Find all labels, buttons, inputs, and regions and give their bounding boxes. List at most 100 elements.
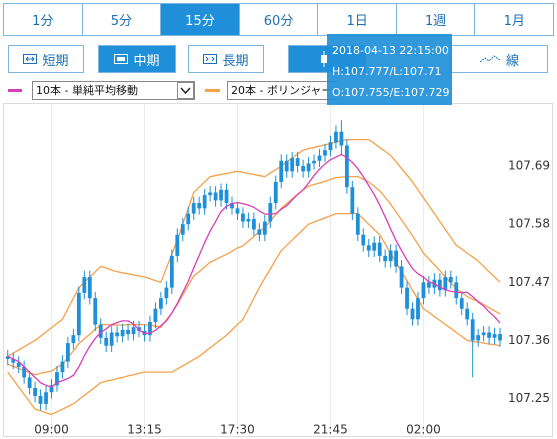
legend-label: 20本 - ボリンジャーバ (231, 84, 337, 97)
candle-body (66, 343, 70, 362)
candle-body (175, 234, 180, 256)
candle-body (49, 385, 54, 393)
candle-body (71, 335, 76, 344)
candle-body (339, 131, 344, 146)
candle-body (492, 334, 497, 338)
candle-body (115, 332, 120, 337)
candle-body (120, 329, 125, 337)
icon (479, 55, 501, 63)
candle-body (262, 221, 267, 235)
icon (203, 54, 218, 64)
candle-body (38, 395, 43, 404)
candle-body (399, 266, 404, 288)
candle-body (197, 203, 202, 209)
tooltip-high-low: H:107.777/L:107.71 (332, 65, 442, 78)
candle-body (295, 158, 300, 167)
y-tick-label: 107.47 (508, 275, 550, 289)
indicator-select[interactable]: 20本 - ボリンジャーバ (227, 81, 337, 100)
tab[interactable]: 1日 (318, 4, 397, 35)
candle-body (421, 282, 426, 299)
candle-body (164, 287, 169, 299)
candle-body (279, 160, 284, 182)
y-tick-label: 107.58 (508, 217, 550, 231)
term-button[interactable]: 中期 (98, 45, 176, 73)
candle-body (405, 287, 409, 309)
candle-body (290, 158, 295, 172)
candle-body (427, 282, 431, 288)
term-label: 長期 (222, 53, 249, 69)
tooltip-open-end: O:107.755/E:107.729 (332, 86, 450, 99)
candle-body (104, 337, 109, 346)
candle-body (312, 160, 316, 164)
candle-body (27, 377, 32, 389)
candle-body (416, 298, 420, 320)
candle-body (230, 203, 234, 209)
y-tick-label: 107.25 (508, 391, 550, 405)
chart-frame (3, 103, 553, 437)
timeframe-tabs: 1分 5分 15分 60分 1日 1週 1月 (3, 3, 554, 36)
tab[interactable]: 60分 (239, 4, 319, 35)
candle-body (131, 327, 136, 335)
candle-body (224, 189, 229, 204)
candle-body (246, 218, 251, 222)
candle-body (93, 298, 98, 325)
candle-body (448, 277, 453, 283)
x-tick-label: 09:00 (34, 423, 69, 437)
candle-body (284, 160, 289, 172)
candle-body (476, 335, 481, 341)
tab[interactable]: 1分 (4, 4, 83, 35)
candle-body (361, 234, 366, 246)
candle-body (323, 150, 327, 156)
candle-body (5, 356, 10, 359)
candle-body (268, 203, 273, 222)
candle-body (377, 242, 382, 256)
candle-body (208, 192, 213, 196)
line-button[interactable]: 線 (450, 45, 548, 73)
candle-body (126, 329, 130, 335)
candle-body (158, 298, 163, 309)
term-label: 中期 (133, 53, 160, 69)
candle-body (44, 392, 48, 404)
candle-body (317, 155, 322, 161)
candle-body (16, 362, 21, 367)
candle-body (11, 358, 16, 363)
select-arrow (177, 82, 194, 99)
tab[interactable]: 1月 (475, 4, 554, 35)
candle-body (437, 279, 442, 291)
x-tick-label: 17:30 (220, 423, 255, 437)
tab[interactable]: 5分 (82, 4, 162, 35)
x-tick-label: 21:45 (313, 423, 348, 437)
candle-body (350, 187, 355, 214)
term-button[interactable]: 長期 (188, 45, 264, 73)
candle-body (366, 245, 371, 251)
candle-body (33, 388, 37, 396)
candle-body (186, 213, 191, 225)
candle-body (22, 366, 27, 378)
candle-body (454, 282, 459, 299)
indicator-select[interactable]: 10本 - 単純平均移動 (32, 81, 195, 100)
tab[interactable]: 15分 (161, 4, 240, 35)
legend-swatch (8, 89, 22, 92)
candle-body (82, 277, 87, 293)
tooltip: 2018-04-13 22:15:00 H:107.777/L:107.71 O… (327, 34, 452, 105)
bollinger-middle (7, 175, 501, 376)
candle-body (251, 218, 256, 230)
term-label: 短期 (42, 53, 69, 69)
term-button[interactable]: 短期 (8, 45, 84, 73)
candle-body (76, 292, 81, 336)
tab[interactable]: 1週 (396, 4, 476, 35)
candle-body (148, 321, 152, 336)
candle-body (459, 298, 464, 309)
candle-body (180, 224, 185, 235)
candle-body (355, 213, 360, 235)
legend-swatch (205, 89, 220, 92)
y-tick-label: 107.69 (508, 159, 550, 173)
candle-body (481, 332, 486, 336)
candle-body (443, 277, 448, 291)
line-label: 線 (505, 53, 519, 69)
candle-body (98, 324, 103, 338)
candle-body (213, 192, 218, 201)
icon (23, 54, 38, 64)
